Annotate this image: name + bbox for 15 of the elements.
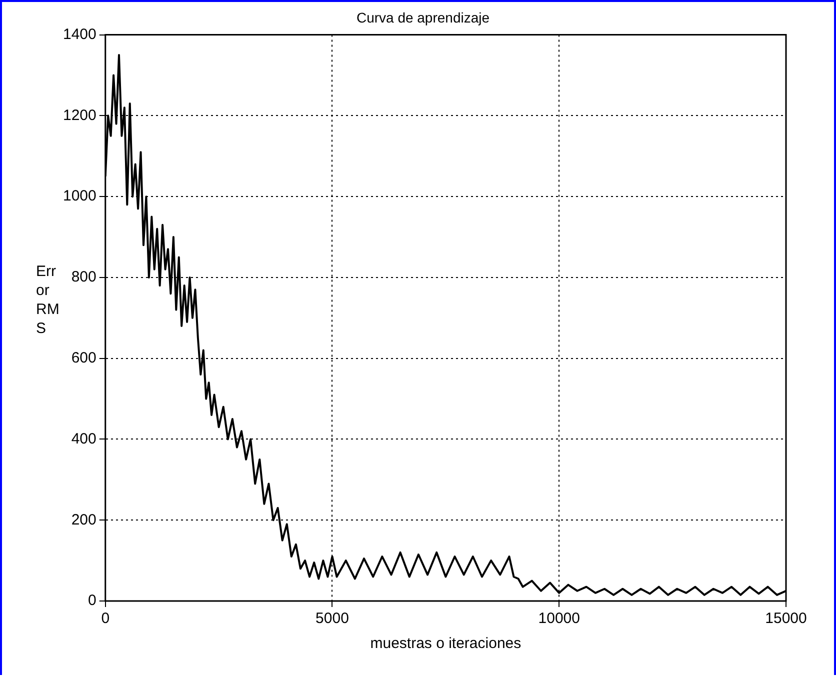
- x-tick-label: 15000: [765, 610, 807, 628]
- y-tick-label: 1200: [62, 106, 96, 124]
- x-tick-label: 0: [101, 610, 110, 628]
- x-tick-label: 10000: [538, 610, 580, 628]
- x-tick-label: 5000: [316, 610, 349, 628]
- y-tick-label: 800: [71, 268, 96, 286]
- x-axis-title: muestras o iteraciones: [370, 635, 522, 652]
- y-axis-title: Error RMS: [36, 262, 60, 338]
- y-tick-label: 1000: [62, 188, 96, 205]
- y-tick-label: 1400: [62, 26, 96, 43]
- y-tick-label: 0: [88, 592, 96, 610]
- y-tick-label: 200: [71, 511, 96, 528]
- y-tick-label: 600: [71, 349, 96, 366]
- chart-title: Curva de aprendizaje: [356, 9, 490, 26]
- y-tick-label: 400: [71, 430, 96, 448]
